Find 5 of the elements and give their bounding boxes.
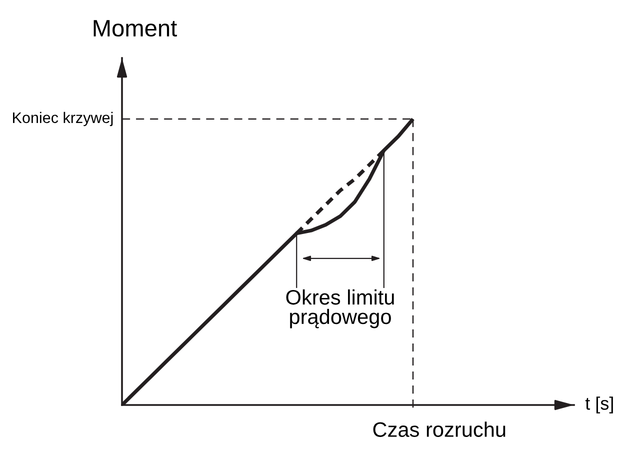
annotation: Okres limitu prądowego xyxy=(286,289,394,328)
text: Czas rozruchu xyxy=(373,422,506,437)
text: t [s] xyxy=(585,396,613,414)
ref-line-label: Koniec krzywej xyxy=(13,112,113,126)
y-axis-title: Moment xyxy=(94,20,177,37)
